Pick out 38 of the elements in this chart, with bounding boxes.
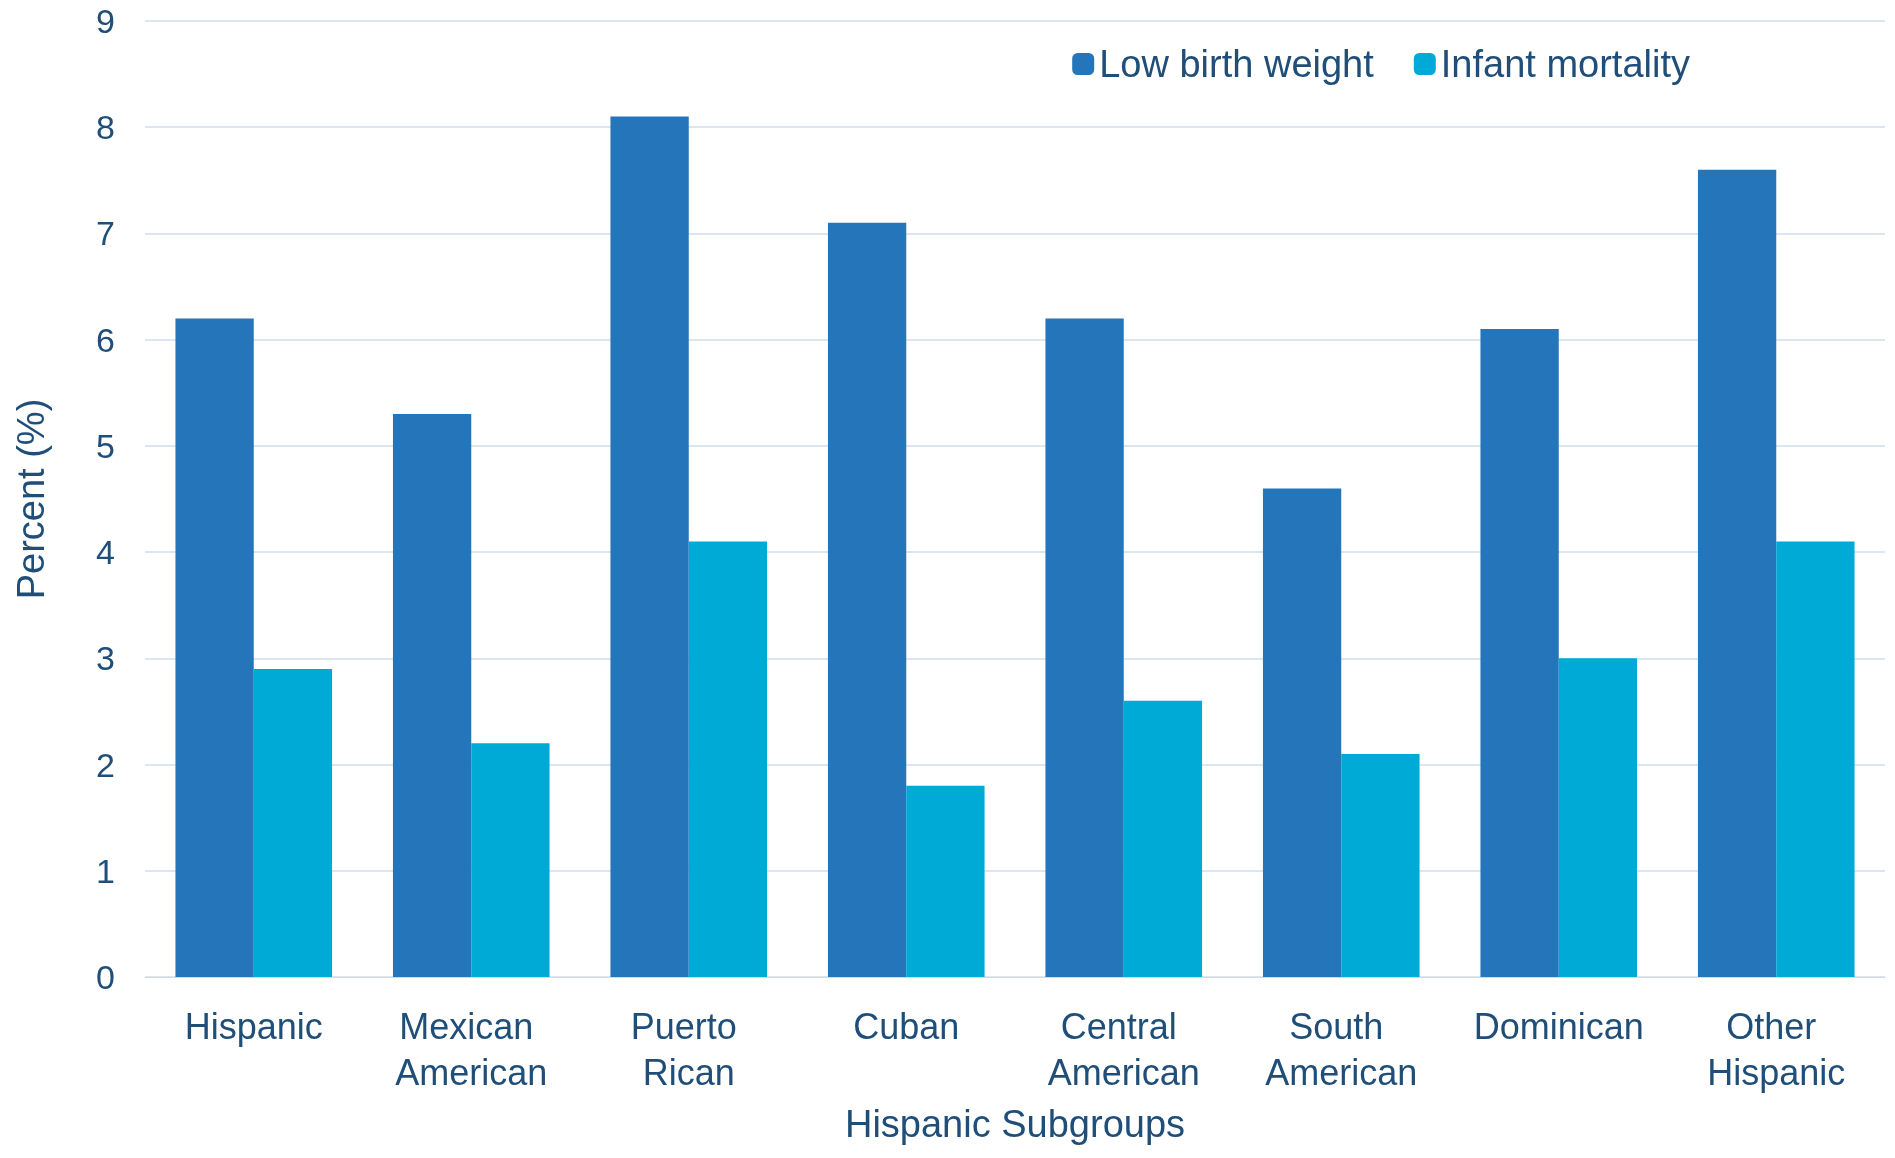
x-tick-label: Dominican [1473, 1005, 1644, 1047]
bar [688, 541, 768, 977]
bar [906, 785, 985, 977]
legend-label: Infant mortality [1440, 43, 1691, 85]
x-tick-label: South American [1265, 1005, 1418, 1093]
y-tick-label: 5 [96, 426, 115, 465]
y-axis-title: Percent (%) [10, 398, 52, 600]
bar [1480, 329, 1559, 977]
bar [253, 668, 333, 977]
bar [471, 743, 550, 977]
bar [392, 414, 472, 977]
y-tick-label: 0 [96, 958, 115, 996]
x-tick-label: Cuban [853, 1005, 960, 1047]
x-tick-label: Mexican American [395, 1005, 548, 1093]
y-tick-label: 4 [96, 533, 115, 572]
y-tick-label: 9 [96, 2, 115, 40]
y-tick-label: 8 [96, 108, 115, 147]
y-tick-label: 2 [96, 745, 115, 784]
bar [175, 318, 254, 977]
y-tick-label: 3 [96, 639, 115, 678]
x-axis-title: Hispanic Subgroups [844, 1103, 1186, 1145]
bar [1341, 753, 1420, 977]
legend-label: Low birth weight [1099, 43, 1375, 85]
x-tick-label: Puerto Rican [630, 1005, 747, 1093]
bar [1697, 169, 1777, 977]
bar [610, 116, 689, 977]
x-tick-label: Central American [1047, 1005, 1200, 1093]
y-tick-label: 6 [96, 320, 115, 359]
y-tick-label: 1 [96, 851, 115, 890]
y-tick-label: 7 [96, 214, 115, 253]
bar [1123, 700, 1203, 977]
bar [827, 222, 907, 977]
x-tick-label: Other Hispanic [1707, 1005, 1846, 1093]
bar [1045, 318, 1124, 977]
bar [1262, 488, 1342, 977]
bar [1558, 658, 1638, 977]
bar [1776, 541, 1855, 977]
x-tick-label: Hispanic [184, 1005, 323, 1047]
